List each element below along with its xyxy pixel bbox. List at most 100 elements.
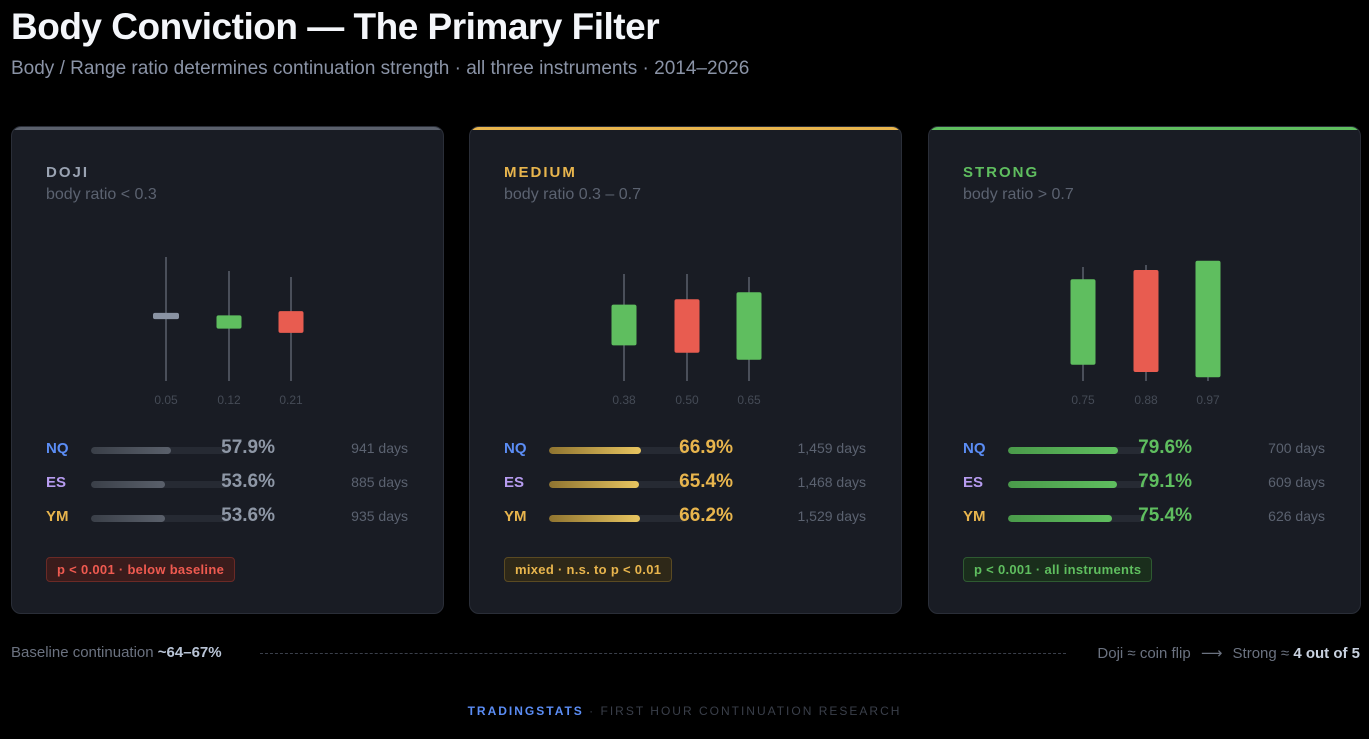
ticker-label: ES — [46, 474, 67, 491]
card-label: DOJI — [46, 164, 90, 181]
brand-name: TRADINGSTATS — [467, 704, 584, 718]
progress-fill — [1008, 481, 1118, 488]
row-ym: YM 53.6% 935 days — [46, 504, 416, 538]
candle-ratio-label: 0.97 — [1196, 393, 1220, 407]
significance-badge: p < 0.001 · all instruments — [963, 557, 1153, 582]
candle-ratio-label: 0.65 — [737, 393, 761, 407]
summary-note: Doji ≈ coin flip ⟶ Strong ≈ 4 out of 5 — [1097, 644, 1360, 662]
progress-track — [91, 481, 229, 488]
progress-track — [1008, 515, 1146, 522]
progress-fill — [91, 515, 165, 522]
candle-0.05: 0.05 — [153, 257, 179, 407]
ticker-label: NQ — [504, 440, 527, 457]
candle-body — [1195, 260, 1221, 378]
sample-days: 1,468 days — [797, 474, 867, 490]
sample-days: 1,529 days — [797, 508, 867, 524]
ticker-label: NQ — [963, 440, 986, 457]
candle-0.21: 0.21 — [278, 277, 304, 407]
progress-track — [1008, 447, 1146, 454]
row-ym: YM 75.4% 626 days — [963, 504, 1333, 538]
candle-body — [674, 299, 700, 353]
candle-body — [1133, 269, 1159, 373]
candle-ratio-label: 0.50 — [675, 393, 699, 407]
continuation-pct: 53.6% — [221, 471, 275, 492]
candle-body — [216, 315, 242, 329]
card-strong: STRONG body ratio > 0.7 0.75 0.88 0.97 NQ 79.6… — [928, 126, 1361, 614]
progress-fill — [91, 447, 171, 454]
progress-fill — [91, 481, 165, 488]
continuation-pct: 66.9% — [679, 437, 733, 458]
sample-days: 935 days — [351, 508, 408, 524]
progress-fill — [549, 515, 641, 522]
ticker-label: YM — [504, 508, 527, 525]
continuation-pct: 79.1% — [1138, 471, 1192, 492]
continuation-pct: 65.4% — [679, 471, 733, 492]
candle-ratio-label: 0.05 — [154, 393, 178, 407]
continuation-rows: NQ 66.9% 1,459 days ES 65.4% 1,468 days YM 66.2… — [504, 436, 874, 538]
summary-doji: Doji ≈ coin flip — [1097, 645, 1191, 662]
candle-ratio-label: 0.75 — [1071, 393, 1095, 407]
candle-body — [611, 304, 637, 346]
candle-ratio-label: 0.12 — [217, 393, 241, 407]
card-label: MEDIUM — [504, 164, 577, 181]
page-title: Body Conviction — The Primary Filter — [11, 6, 660, 47]
baseline-note: Baseline continuation ~64–67% — [11, 644, 222, 661]
candle-ratio-label: 0.38 — [612, 393, 636, 407]
significance-badge: p < 0.001 · below baseline — [46, 557, 236, 582]
candle-0.88: 0.88 — [1133, 265, 1159, 407]
row-nq: NQ 66.9% 1,459 days — [504, 436, 874, 470]
row-nq: NQ 79.6% 700 days — [963, 436, 1333, 470]
row-nq: NQ 57.9% 941 days — [46, 436, 416, 470]
progress-track — [1008, 481, 1146, 488]
row-es: ES 65.4% 1,468 days — [504, 470, 874, 504]
card-label: STRONG — [963, 164, 1040, 181]
ticker-label: YM — [963, 508, 986, 525]
card-accent-line — [929, 127, 1360, 130]
row-es: ES 79.1% 609 days — [963, 470, 1333, 504]
ticker-label: NQ — [46, 440, 69, 457]
arrow-icon: ⟶ — [1200, 645, 1223, 662]
candle-0.65: 0.65 — [736, 277, 762, 407]
progress-track — [549, 447, 687, 454]
continuation-pct: 75.4% — [1138, 505, 1192, 526]
ticker-label: ES — [504, 474, 525, 491]
baseline-label: Baseline continuation — [11, 644, 154, 661]
candle-0.12: 0.12 — [216, 271, 242, 407]
row-ym: YM 66.2% 1,529 days — [504, 504, 874, 538]
candle-0.75: 0.75 — [1070, 267, 1096, 407]
summary-strong: Strong ≈ — [1232, 645, 1290, 662]
row-es: ES 53.6% 885 days — [46, 470, 416, 504]
brand-separator: · — [589, 704, 596, 718]
candle-body — [736, 292, 762, 360]
progress-track — [549, 481, 687, 488]
progress-fill — [549, 447, 642, 454]
candle-0.38: 0.38 — [611, 274, 637, 407]
card-medium: MEDIUM body ratio 0.3 – 0.7 0.38 0.50 0.65 NQ… — [469, 126, 902, 614]
candlestick-chart: 0.38 0.50 0.65 — [611, 274, 762, 407]
continuation-rows: NQ 57.9% 941 days ES 53.6% 885 days YM 53.6% 935… — [46, 436, 416, 538]
card-sublabel: body ratio 0.3 – 0.7 — [504, 186, 641, 203]
candle-0.50: 0.50 — [674, 274, 700, 407]
sample-days: 626 days — [1268, 508, 1325, 524]
ticker-label: ES — [963, 474, 984, 491]
progress-track — [549, 515, 687, 522]
progress-fill — [549, 481, 640, 488]
significance-badge: mixed · n.s. to p < 0.01 — [504, 557, 673, 582]
sample-days: 1,459 days — [797, 440, 867, 456]
sample-days: 885 days — [351, 474, 408, 490]
dashed-divider — [260, 653, 1066, 654]
candle-0.97: 0.97 — [1195, 260, 1221, 407]
continuation-rows: NQ 79.6% 700 days ES 79.1% 609 days YM 75.4% 626… — [963, 436, 1333, 538]
candle-ratio-label: 0.21 — [279, 393, 303, 407]
candle-ratio-label: 0.88 — [1134, 393, 1158, 407]
summary-value: 4 out of 5 — [1293, 645, 1360, 662]
card-accent-line — [470, 127, 901, 130]
sample-days: 700 days — [1268, 440, 1325, 456]
baseline-value: ~64–67% — [157, 644, 222, 661]
card-sublabel: body ratio < 0.3 — [46, 186, 157, 203]
candle-body — [278, 311, 304, 333]
continuation-pct: 66.2% — [679, 505, 733, 526]
ticker-label: YM — [46, 508, 69, 525]
sample-days: 941 days — [351, 440, 408, 456]
progress-track — [91, 447, 229, 454]
